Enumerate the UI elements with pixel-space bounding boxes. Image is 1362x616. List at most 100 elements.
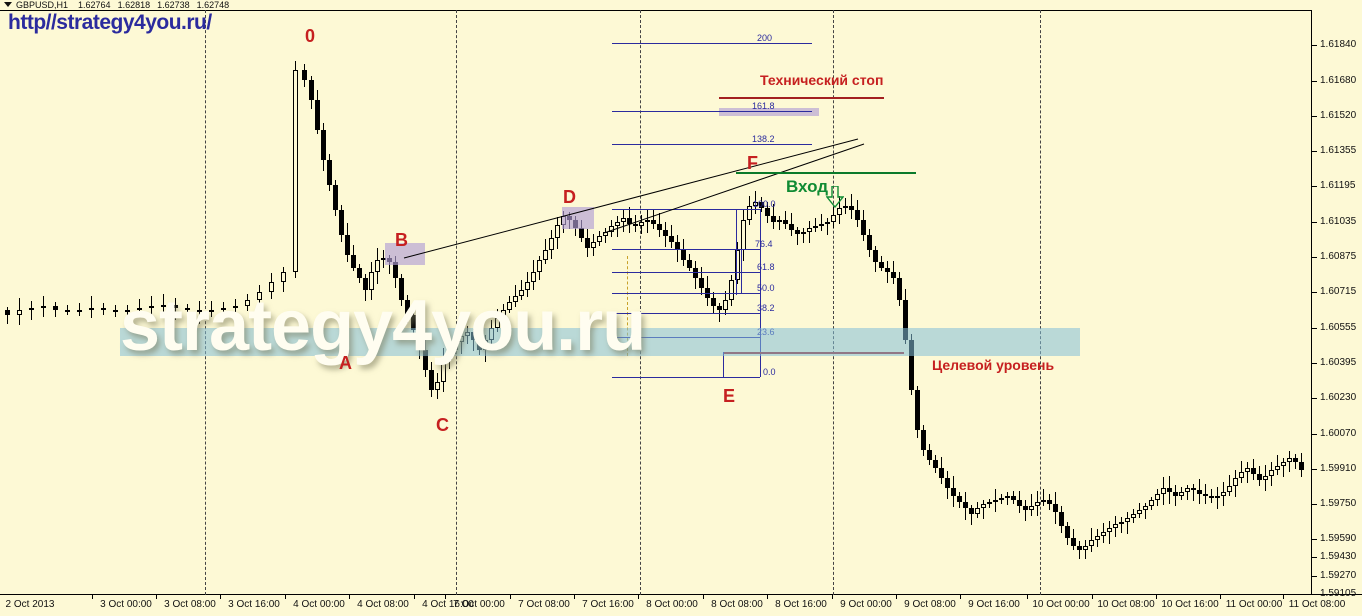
candlestick [65,305,71,315]
technical-stop-line[interactable] [719,97,884,99]
sell-arrow-icon [826,186,844,208]
triangle-down-icon[interactable] [4,2,12,8]
price-tick-label: 1.61840 [1320,39,1357,50]
candlestick [1221,482,1227,506]
time-tick [445,595,446,599]
price-tick-label: 1.59430 [1320,551,1357,562]
candlestick [405,295,411,323]
fib-line-0.0[interactable] [612,377,760,378]
candlestick [1245,462,1251,483]
plot-bottom-border [0,594,1362,595]
fib-line-100.0[interactable] [612,209,760,210]
fib-label-76.4: 76.4 [755,239,773,249]
candlestick [1269,462,1275,486]
fib-line-23.6[interactable] [612,337,760,338]
price-tick [1312,557,1317,558]
candlestick [1215,487,1221,509]
candlestick [879,256,885,271]
fib-line-50.0[interactable] [612,293,760,294]
candlestick [1101,523,1107,543]
candlestick [1089,528,1095,552]
candlestick [981,500,987,519]
candlestick [915,386,921,438]
candlestick [1209,489,1215,503]
time-tick [1027,595,1028,599]
fib-line-76.4[interactable] [612,249,760,250]
price-tick-label: 1.59270 [1320,570,1357,581]
time-tick-label: 7 Oct 00:00 [453,599,505,610]
fib-label-161.8: 161.8 [752,101,775,111]
candlestick [1203,484,1209,504]
price-tick [1312,594,1317,595]
fib-line-138.2[interactable] [612,144,812,145]
price-tick-label: 1.61195 [1320,180,1356,191]
entry-label: Вход [786,177,829,196]
price-tick [1312,116,1317,117]
fib-line-38.2[interactable] [612,313,760,314]
zone-fib161 [719,108,819,116]
time-tick [220,595,221,599]
candlestick [1197,479,1203,504]
day-separator-3 [833,10,834,595]
candlestick [987,499,993,508]
candlestick [1077,541,1083,559]
trend-line-main[interactable] [403,138,859,259]
time-scale[interactable]: 2 Oct 2013 3 Oct 00:00 3 Oct 08:00 3 Oct 16… [0,595,1362,616]
candlestick [1167,476,1173,504]
candlestick [441,348,447,392]
candlestick [1191,484,1197,501]
time-tick-label: 8 Oct 16:00 [775,599,827,610]
site-url-watermark: http//strategy4you.ru/ [8,11,212,34]
candlestick [969,505,975,525]
day-separator-1 [456,10,457,595]
candlestick [1059,506,1065,533]
time-tick [92,595,93,599]
candlestick [693,261,699,289]
day-separator-4 [1040,10,1041,595]
time-tick [156,595,157,599]
entry-line[interactable] [736,172,916,174]
price-tick [1312,186,1317,187]
candlestick [1185,485,1191,500]
candlestick [957,492,963,508]
time-tick-label: 9 Oct 16:00 [968,599,1020,610]
candlestick [149,296,155,318]
candlestick [1047,494,1053,510]
target-level-line[interactable] [724,352,904,354]
candlestick [302,64,308,87]
candlestick [209,301,215,317]
candlestick [327,154,333,191]
price-scale[interactable]: 1.61840 1.61680 1.61520 1.61355 1.61195 1.610… [1312,10,1362,599]
price-tick-label: 1.60395 [1320,357,1357,368]
price-tick [1312,151,1317,152]
watermark-band [120,328,1080,356]
time-tick [832,595,833,599]
candlestick [363,274,369,301]
price-tick-label: 1.60070 [1320,428,1357,439]
candlestick [221,302,227,314]
price-tick-label: 1.61520 [1320,110,1357,121]
candlestick [1233,470,1239,497]
target-level-label: Целевой уровень [932,357,1055,373]
time-tick-label: 9 Oct 00:00 [840,599,892,610]
fib-line-61.8[interactable] [612,272,760,273]
fib-anchor-2 [723,352,724,377]
fib-line-161.8[interactable] [612,111,812,112]
fib-line-200[interactable] [612,43,812,44]
time-tick-label: 10 Oct 16:00 [1161,599,1219,610]
chart-plot-area[interactable]: strategy4you.ru 200 161.8 138.2 100.0 76.4 61… [0,10,1312,595]
candlestick [951,476,957,507]
candlestick [77,303,83,316]
candlestick [173,298,179,320]
candlestick [927,444,933,465]
time-tick [703,595,704,599]
day-separator-2 [640,10,641,595]
candlestick [1005,492,1011,505]
candlestick [513,285,519,307]
wave-point-D: D [563,187,576,207]
candlestick [939,457,945,484]
plot-top-border [0,10,1312,11]
wave-point-A: A [339,353,352,373]
candlestick [1071,529,1077,550]
